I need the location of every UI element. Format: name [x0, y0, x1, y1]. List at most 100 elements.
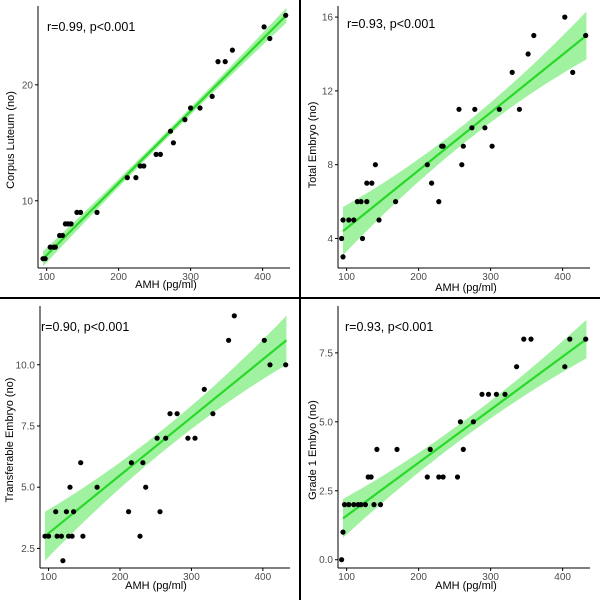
data-point: [393, 199, 399, 205]
data-point: [143, 484, 149, 490]
data-point: [71, 509, 77, 515]
x-axis-title: AMH (pg/ml): [435, 282, 497, 294]
x-tick-label: 100: [40, 572, 57, 583]
y-tick-label: 5.0: [319, 417, 333, 428]
data-point: [170, 140, 176, 146]
y-tick-label: 7.5: [319, 348, 333, 359]
data-point: [376, 217, 382, 223]
x-tick-label: 100: [338, 572, 355, 583]
x-tick-label: 200: [410, 272, 427, 283]
data-point: [209, 93, 215, 99]
data-point: [53, 509, 59, 515]
data-point: [359, 235, 366, 242]
data-point: [358, 502, 364, 508]
data-point: [222, 59, 228, 65]
panel-corpus-luteum: 100 200 300 400 10 20 r=0.99, p<0.001 AMH (pg…: [5, 6, 290, 291]
data-point: [496, 106, 502, 112]
data-point: [521, 336, 527, 342]
data-point: [261, 24, 267, 30]
data-point: [185, 435, 191, 441]
data-point: [340, 254, 346, 260]
plot-layer: 100 200 300 400 0.0 2.5 5.0 7.5: [319, 306, 590, 583]
x-axis-title: AMH (pg/ml): [125, 580, 187, 592]
y-tick-label: 10.0: [16, 360, 36, 371]
data-point: [52, 244, 58, 250]
data-point: [351, 217, 357, 223]
data-point: [460, 143, 466, 149]
data-point: [567, 336, 573, 342]
data-point: [267, 362, 273, 368]
y-axis-title: Corpus Luteum (no): [5, 91, 17, 189]
data-point: [489, 143, 495, 149]
data-point: [493, 391, 499, 397]
data-point: [283, 12, 289, 18]
data-point: [377, 502, 384, 508]
panel-annotation: r=0.99, p<0.001: [47, 20, 135, 34]
data-point: [346, 502, 352, 508]
data-point: [140, 460, 146, 466]
data-point: [197, 105, 203, 111]
y-tick-label: 5.0: [21, 483, 35, 494]
data-point: [340, 529, 346, 535]
data-point: [182, 117, 188, 123]
data-point: [261, 337, 267, 343]
data-point: [440, 474, 446, 480]
x-tick-label: 200: [110, 272, 127, 283]
data-point: [472, 106, 478, 112]
data-point: [424, 474, 430, 480]
x-tick-label: 300: [482, 572, 499, 583]
data-point: [60, 558, 66, 564]
data-point: [153, 151, 159, 157]
x-tick-label: 300: [182, 272, 199, 283]
x-tick-label: 200: [112, 572, 129, 583]
data-point: [514, 364, 520, 370]
data-point: [456, 106, 462, 112]
data-point: [77, 209, 84, 215]
data-point: [68, 221, 74, 227]
data-point: [583, 32, 589, 39]
data-point: [94, 209, 100, 215]
data-point: [210, 411, 216, 417]
data-point: [427, 446, 433, 452]
data-point: [74, 209, 80, 215]
data-point: [59, 232, 66, 239]
data-point: [231, 313, 237, 319]
x-tick-label: 300: [183, 572, 200, 583]
data-point: [364, 199, 370, 205]
y-tick-label: 2.5: [21, 544, 35, 555]
data-point: [457, 419, 463, 425]
data-point: [133, 175, 139, 181]
data-point: [126, 509, 132, 515]
panel-annotation: r=0.93, p<0.001: [347, 17, 435, 31]
y-tick-label: 12: [322, 86, 334, 97]
panel-annotation: r=0.90, p<0.001: [41, 320, 129, 334]
data-point: [374, 446, 380, 452]
y-axis-title: Total Embryo (no): [307, 102, 319, 189]
plot-layer: 100 200 300 400 10 20: [22, 6, 290, 283]
data-point: [454, 474, 461, 480]
y-tick-label: 0.0: [319, 555, 333, 566]
data-point: [47, 244, 53, 250]
data-point: [42, 256, 48, 262]
data-point: [229, 47, 235, 53]
data-point: [436, 199, 442, 205]
data-point: [424, 162, 430, 168]
plot-layer: 100 200 300 400 4 8 12 16: [322, 6, 590, 283]
data-point: [163, 435, 169, 441]
data-point: [358, 199, 364, 205]
data-point: [372, 162, 378, 168]
data-point: [516, 106, 523, 112]
x-tick-label: 100: [338, 272, 355, 283]
y-tick-label: 16: [322, 13, 334, 24]
data-point: [267, 35, 273, 42]
data-point: [80, 533, 86, 539]
data-point: [371, 502, 377, 508]
data-point: [192, 435, 198, 441]
data-point: [67, 484, 73, 490]
data-point: [167, 128, 174, 134]
data-point: [226, 337, 232, 343]
data-point: [346, 217, 352, 223]
y-tick-label: 10: [22, 196, 34, 207]
data-point: [137, 533, 143, 539]
data-point: [562, 364, 568, 370]
